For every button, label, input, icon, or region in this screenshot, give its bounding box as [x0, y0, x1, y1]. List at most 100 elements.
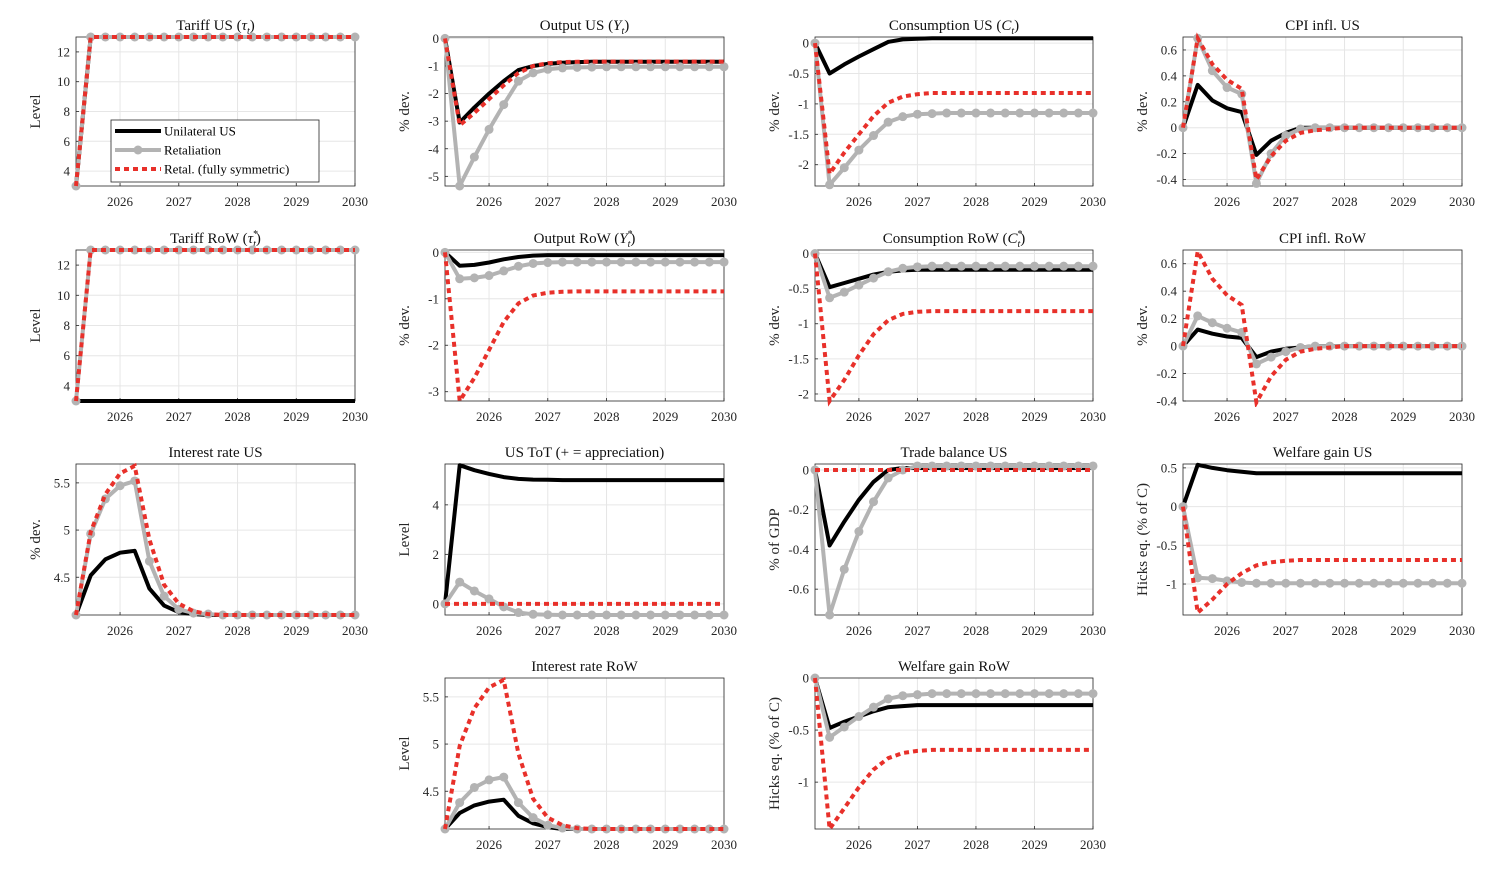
data-point-retaliation — [1281, 130, 1291, 140]
y-tick-label: 4 — [64, 164, 71, 179]
series-line-unilateral-us — [443, 250, 724, 268]
x-tick-label: 2026 — [476, 409, 503, 424]
data-point-retaliation — [690, 610, 700, 620]
data-point-retaliation — [469, 782, 479, 792]
y-tick-label: -3 — [428, 114, 439, 129]
panel-title: Consumption RoW (C* t) — [883, 229, 1026, 250]
y-tick-label: 0 — [433, 31, 440, 46]
x-tick-label: 2028 — [225, 409, 251, 424]
data-point-retaliation — [218, 610, 228, 620]
panel-title: CPI infl. RoW — [1279, 231, 1367, 247]
y-tick-label: 12 — [57, 44, 70, 59]
y-tick-label: -0.2 — [1156, 146, 1177, 161]
data-point-retaliation — [130, 245, 140, 255]
x-tick-label: 2030 — [1449, 409, 1475, 424]
y-tick-label: -1 — [798, 316, 809, 331]
data-point-retaliation — [321, 245, 331, 255]
data-point-retaliation — [247, 32, 257, 42]
data-point-retaliation — [839, 722, 849, 732]
x-tick-label: 2029 — [652, 837, 678, 852]
x-tick-label: 2026 — [476, 623, 503, 638]
y-tick-label: -2 — [798, 157, 809, 172]
data-point-retaliation — [262, 610, 272, 620]
data-point-retaliation — [174, 245, 184, 255]
data-point-retaliation — [543, 258, 553, 268]
data-point-retaliation — [484, 124, 494, 134]
x-tick-label: 2030 — [1449, 623, 1475, 638]
data-point-retaliation — [704, 257, 714, 267]
data-point-retaliation — [528, 68, 538, 78]
panel-interest-rate-row: 2026 2027 2028 2029 2030 4.5 5 5.5 Interest rate… — [397, 659, 737, 852]
data-point-retaliation — [306, 610, 316, 620]
data-point-retaliation — [956, 261, 966, 271]
panel-title: Welfare gain US — [1273, 445, 1373, 461]
x-tick-label: 2027 — [166, 623, 193, 638]
y-tick-label: 4.5 — [423, 784, 439, 799]
data-point-retaliation — [1384, 578, 1394, 588]
data-point-retaliation — [825, 293, 835, 303]
y-tick-label: -2 — [428, 86, 439, 101]
x-tick-label: 2029 — [1021, 623, 1047, 638]
panel-output-us: 2026 2027 2028 2029 2030 -5 -4 -3 -2 -1 0 Output US… — [397, 18, 737, 209]
data-point-retaliation — [1073, 108, 1083, 118]
y-tick-label: -1.5 — [788, 127, 809, 142]
data-point-retaliation — [1044, 108, 1054, 118]
data-point-retaliation — [572, 257, 582, 267]
y-tick-label: 8 — [64, 104, 71, 119]
y-axis-label: Level — [397, 522, 413, 556]
y-axis-label: % dev. — [1135, 305, 1151, 346]
y-tick-label: 0.4 — [1161, 284, 1178, 299]
data-point-retaliation — [675, 824, 685, 834]
data-point-retaliation — [1193, 311, 1203, 321]
panel-title: Trade balance US — [901, 445, 1008, 461]
data-point-retaliation — [1015, 689, 1025, 699]
data-point-retaliation — [869, 131, 879, 141]
x-tick-label: 2028 — [225, 623, 251, 638]
data-point-retaliation — [1442, 578, 1452, 588]
x-tick-label: 2026 — [846, 837, 873, 852]
x-tick-label: 2030 — [342, 409, 368, 424]
data-point-retaliation — [854, 280, 864, 290]
data-point-retaliation — [1015, 261, 1025, 271]
data-point-retaliation — [1088, 461, 1098, 471]
x-tick-label: 2027 — [1273, 194, 1300, 209]
y-tick-label: 12 — [57, 258, 70, 273]
y-axis-label: % dev. — [397, 91, 413, 132]
data-point-retaliation — [602, 824, 612, 834]
data-point-retaliation — [484, 775, 494, 785]
data-point-retaliation — [898, 465, 908, 475]
y-tick-label: 0 — [433, 596, 440, 611]
data-point-retaliation — [825, 610, 835, 620]
y-axis-label: Hicks eq. (% of C) — [1135, 483, 1151, 596]
data-point-retaliation — [1044, 689, 1054, 699]
y-tick-label: -1 — [798, 775, 809, 790]
data-point-retaliation — [646, 257, 656, 267]
data-point-retaliation — [499, 266, 509, 276]
data-point-retaliation — [912, 262, 922, 272]
y-tick-label: 2 — [433, 547, 440, 562]
data-point-retaliation — [233, 610, 243, 620]
data-point-retaliation — [1044, 261, 1054, 271]
panel-us-tot: 2026 2027 2028 2029 2030 0 2 4 US ToT (+ = appre… — [397, 445, 737, 638]
y-tick-label: -0.2 — [1156, 366, 1177, 381]
data-point-retaliation — [660, 62, 670, 72]
x-tick-label: 2030 — [342, 194, 368, 209]
y-tick-label: 0 — [1171, 339, 1178, 354]
y-tick-label: 4.5 — [54, 570, 70, 585]
x-tick-label: 2029 — [652, 409, 678, 424]
x-tick-label: 2030 — [342, 623, 368, 638]
x-tick-label: 2029 — [1390, 623, 1416, 638]
series-line-retaliation — [813, 252, 1093, 300]
data-point-retaliation — [883, 117, 893, 127]
y-tick-label: 10 — [57, 74, 70, 89]
x-tick-label: 2027 — [535, 194, 562, 209]
data-point-retaliation — [543, 64, 553, 74]
data-point-retaliation — [1000, 108, 1010, 118]
x-tick-label: 2028 — [963, 837, 989, 852]
data-point-retaliation — [247, 245, 257, 255]
y-axis-label: % of GDP — [767, 508, 783, 571]
data-point-retaliation — [971, 261, 981, 271]
data-point-retaliation — [115, 32, 125, 42]
data-point-retaliation — [1029, 261, 1039, 271]
data-point-retaliation — [115, 481, 125, 491]
